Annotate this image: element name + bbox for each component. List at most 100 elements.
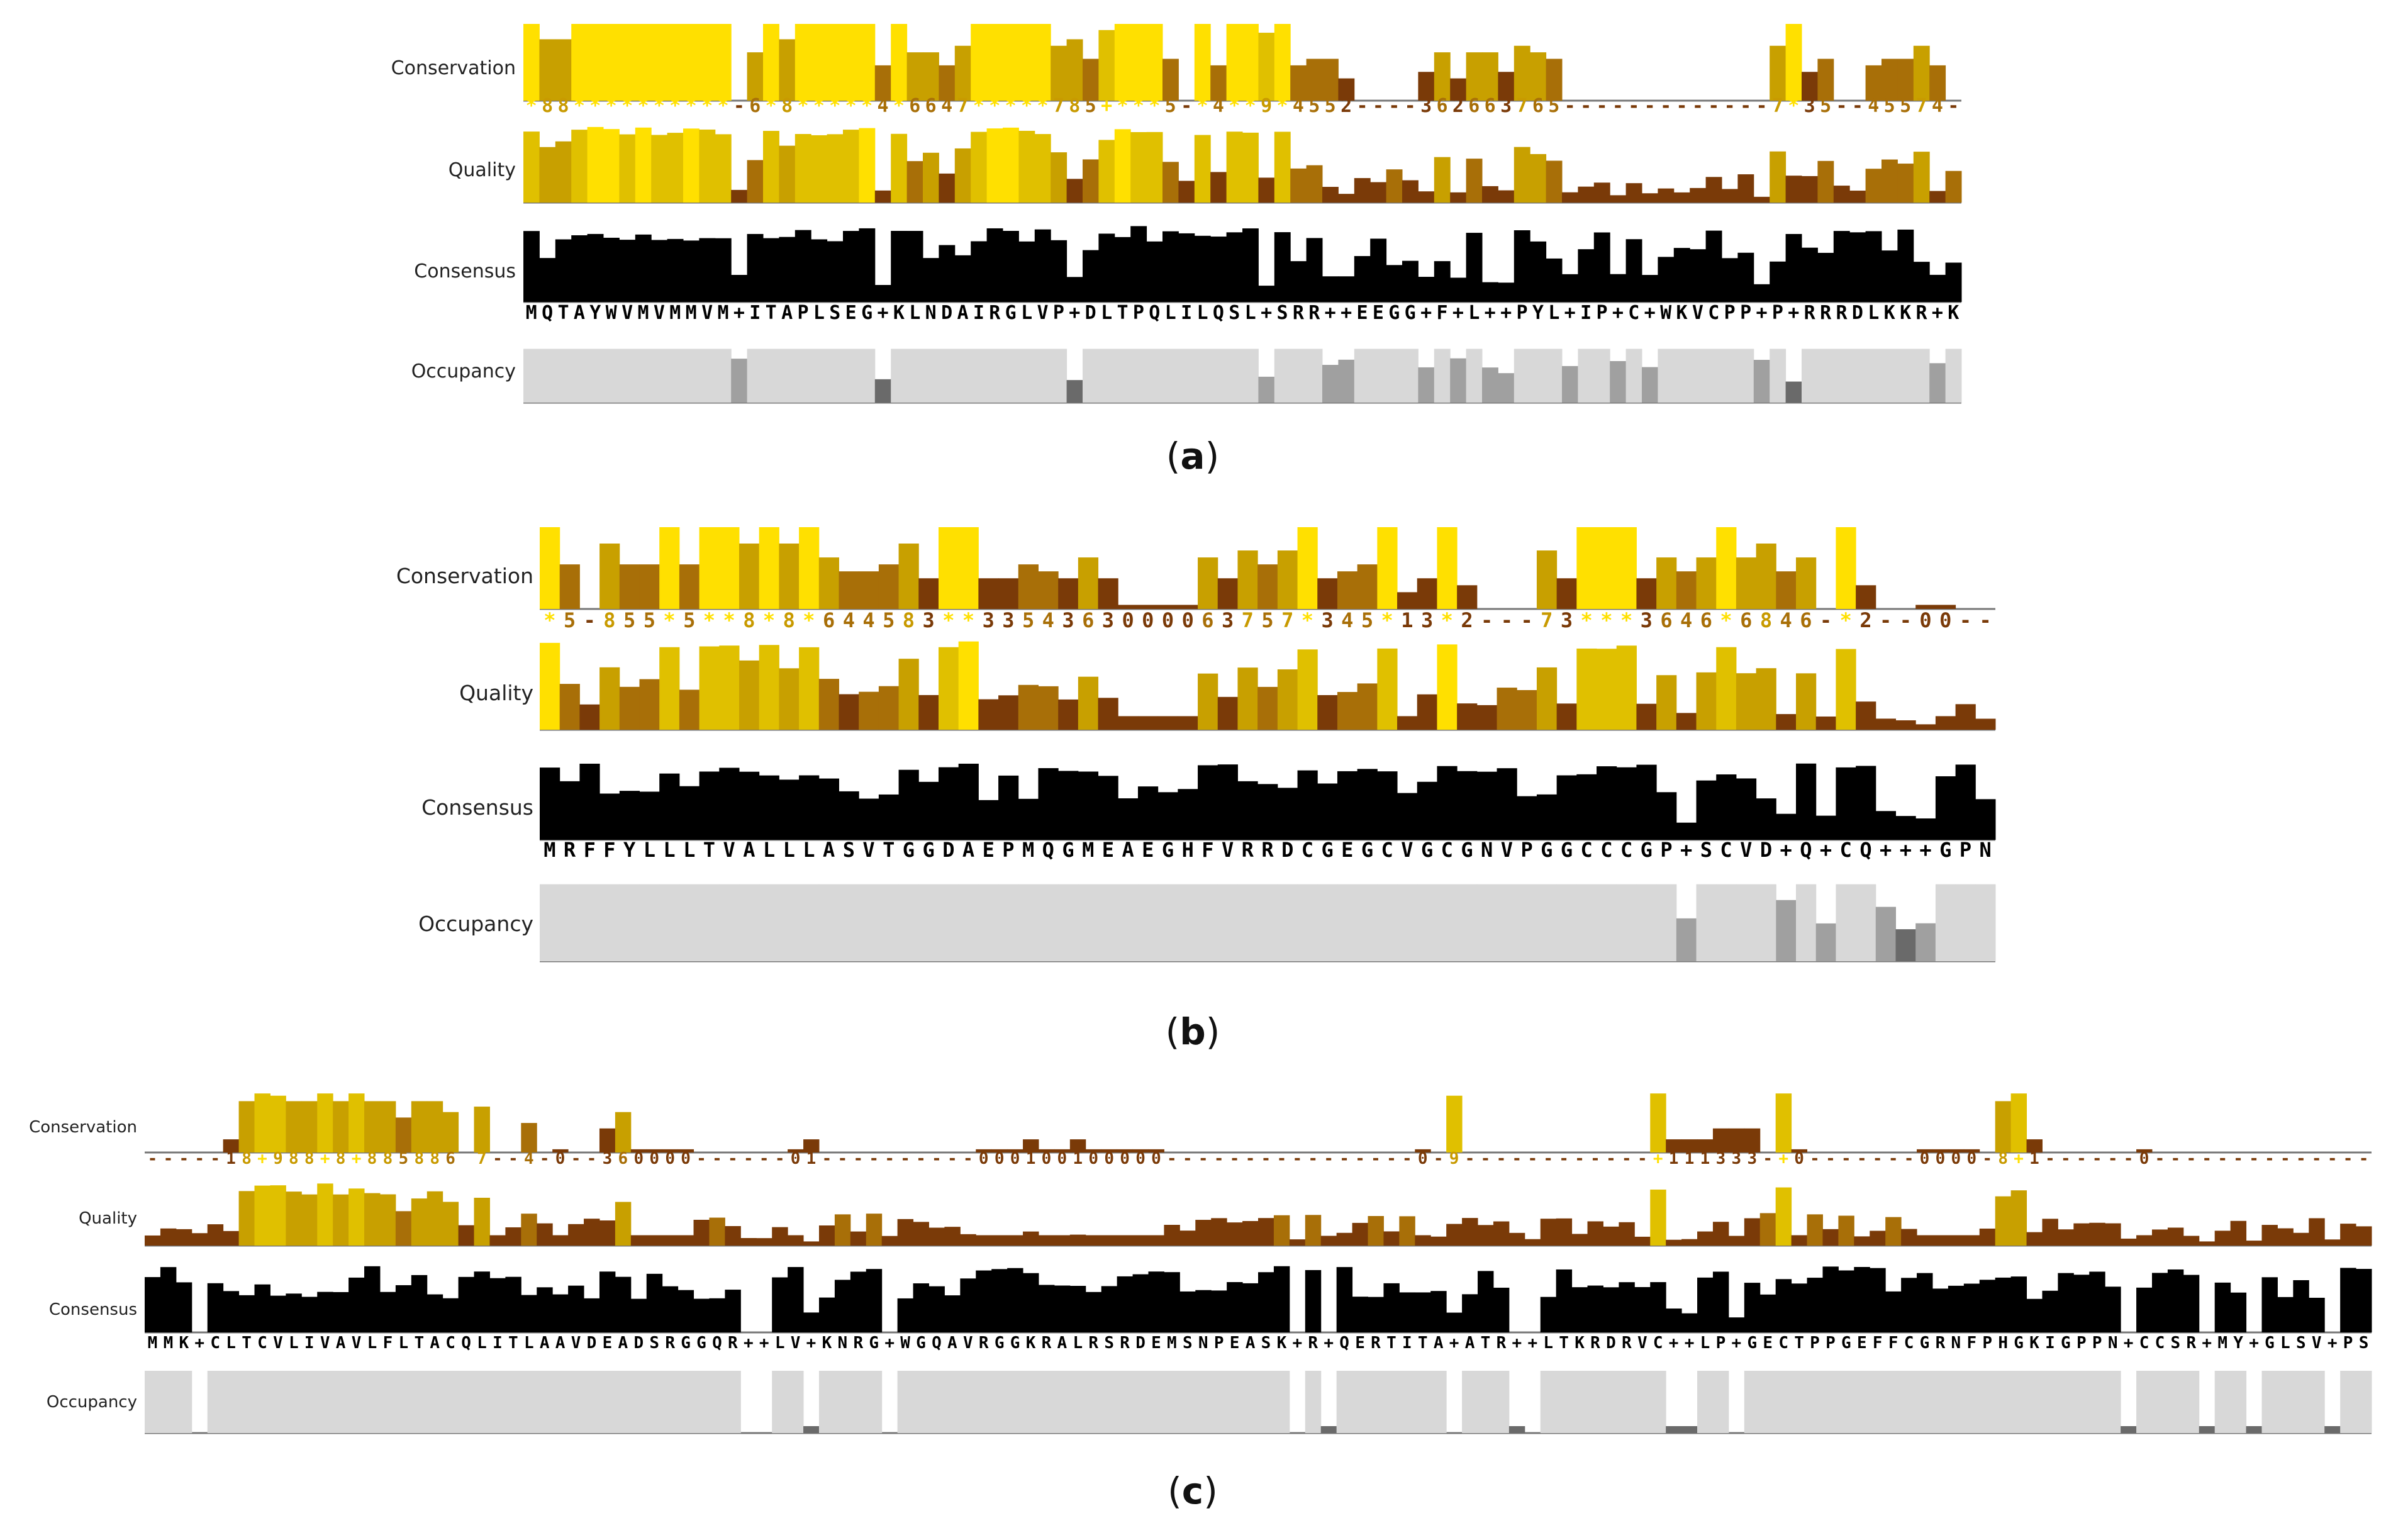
consensus-bar [523, 231, 540, 302]
consensus-bar [1368, 1297, 1384, 1332]
conservation-bar [978, 578, 999, 609]
consensus-residue: R [1042, 1334, 1052, 1353]
occupancy-bar [1450, 358, 1467, 403]
consensus-residue: C [1720, 838, 1732, 862]
quality-bar [1562, 192, 1578, 203]
consensus-residue: G [696, 1334, 706, 1353]
conservation-score: - [1167, 1149, 1177, 1168]
conservation-score: 6 [1532, 95, 1544, 117]
consensus-residue: G [903, 838, 915, 862]
occupancy-bar [333, 1371, 349, 1433]
occupancy-bar [1317, 884, 1338, 961]
conservation-score: 3 [983, 608, 995, 632]
conservation-bar [1258, 33, 1275, 101]
occupancy-bar [160, 1371, 177, 1433]
occupancy-bar [1018, 349, 1035, 403]
consensus-bar [1642, 275, 1658, 302]
quality-bar [523, 131, 540, 203]
occupancy-bar [1642, 367, 1658, 403]
conservation-score: - [1434, 1149, 1444, 1168]
consensus-residue: F [1873, 1334, 1883, 1353]
conservation-score: - [1261, 1149, 1271, 1168]
consensus-bar [2010, 1276, 2027, 1332]
consensus-residue: P [1960, 838, 1971, 862]
quality-bar [489, 1235, 506, 1246]
quality-bar [1397, 716, 1418, 730]
occupancy-bar [1402, 349, 1419, 403]
quality-bar [599, 667, 620, 730]
conservation-bar [719, 527, 740, 609]
conservation-bar [1656, 557, 1677, 609]
consensus-bar [1546, 258, 1563, 302]
occupancy-bar [2199, 1426, 2216, 1433]
conservation-score: - [2061, 1149, 2071, 1168]
consensus-bar [662, 1286, 679, 1332]
quality-bar [2199, 1241, 2216, 1246]
conservation-score: 9 [273, 1149, 283, 1168]
consensus-bar [667, 238, 684, 302]
conservation-score: 0 [1142, 608, 1154, 632]
conservation-score: 0 [1057, 1149, 1068, 1168]
consensus-residue: E [983, 838, 995, 862]
conservation-score: * [893, 95, 905, 117]
consensus-bar [866, 1269, 883, 1332]
consensus-residue: T [1117, 302, 1128, 324]
consensus-residue: T [1481, 1334, 1491, 1353]
conservation-score: 0 [1794, 1149, 1804, 1168]
consensus-bar [1054, 1285, 1071, 1332]
conservation-bar [1148, 1149, 1164, 1152]
consensus-residue: C [1600, 838, 1612, 862]
consensus-bar [1226, 232, 1243, 302]
consensus-residue: Y [623, 838, 636, 862]
consensus-residue: P [2077, 1334, 2087, 1353]
consensus-residue: G [1841, 1334, 1851, 1353]
consensus-residue: C [210, 1334, 220, 1353]
occupancy-bar [2089, 1371, 2105, 1433]
occupancy-bar [960, 1371, 976, 1433]
consensus-bar [2151, 1273, 2168, 1332]
consensus-residue: R [1804, 302, 1816, 324]
conservation-score: - [179, 1149, 189, 1168]
quality-bar [2089, 1222, 2105, 1246]
consensus-bar [1881, 250, 1898, 302]
consensus-residue: L [1700, 1334, 1710, 1353]
quality-bar [1913, 152, 1930, 203]
conservation-bar [998, 578, 1019, 609]
occupancy-bar [635, 349, 652, 403]
consensus-residue: + [1261, 302, 1272, 324]
consensus-residue: V [622, 302, 633, 324]
consensus-residue: E [1151, 1334, 1161, 1353]
panel-b: ConservationQualityConsensusOccupancy*M5… [396, 527, 1996, 1053]
conservation-score: - [1836, 95, 1847, 117]
quality-bar [799, 647, 820, 730]
consensus-residue: + [1485, 302, 1496, 324]
conservation-score: 6 [1468, 95, 1480, 117]
conservation-score: * [1196, 95, 1208, 117]
conservation-score: - [508, 1149, 518, 1168]
occupancy-bar [270, 1371, 286, 1433]
consensus-bar [1917, 1273, 1933, 1332]
conservation-score: * [1620, 608, 1632, 632]
occupancy-bar [1357, 884, 1378, 961]
conservation-bar [662, 1149, 679, 1152]
conservation-score: - [1371, 1149, 1381, 1168]
conservation-score: - [1497, 1149, 1507, 1168]
quality-bar [839, 694, 859, 730]
quality-bar [630, 1235, 647, 1246]
conservation-score: - [728, 1149, 738, 1168]
consensus-bar [1418, 277, 1435, 302]
conservation-score: 0 [1010, 1149, 1020, 1168]
occupancy-bar [1836, 884, 1856, 961]
quality-bar [559, 684, 580, 730]
quality-bar [1118, 716, 1139, 730]
track-label-occupancy: Occupancy [418, 912, 533, 936]
conservation-bar [1450, 78, 1467, 101]
occupancy-bar [651, 349, 668, 403]
consensus-bar [270, 1295, 286, 1332]
conservation-score: 8 [743, 608, 755, 632]
consensus-bar [1901, 1278, 1917, 1332]
occupancy-bar [1493, 1371, 1510, 1433]
conservation-bar [1597, 527, 1617, 609]
conservation-score: 5 [644, 608, 655, 632]
consensus-residue: G [1361, 838, 1373, 862]
